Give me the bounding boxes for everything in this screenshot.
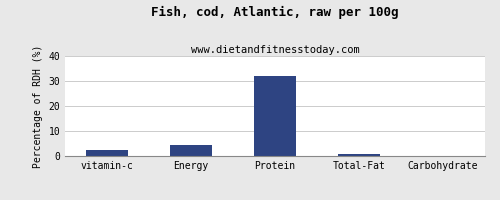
Bar — [170, 145, 212, 156]
Bar — [86, 150, 128, 156]
Title: www.dietandfitnesstoday.com: www.dietandfitnesstoday.com — [190, 45, 360, 55]
Bar — [254, 76, 296, 156]
Bar — [338, 154, 380, 156]
Y-axis label: Percentage of RDH (%): Percentage of RDH (%) — [33, 44, 43, 168]
Text: Fish, cod, Atlantic, raw per 100g: Fish, cod, Atlantic, raw per 100g — [151, 6, 399, 19]
